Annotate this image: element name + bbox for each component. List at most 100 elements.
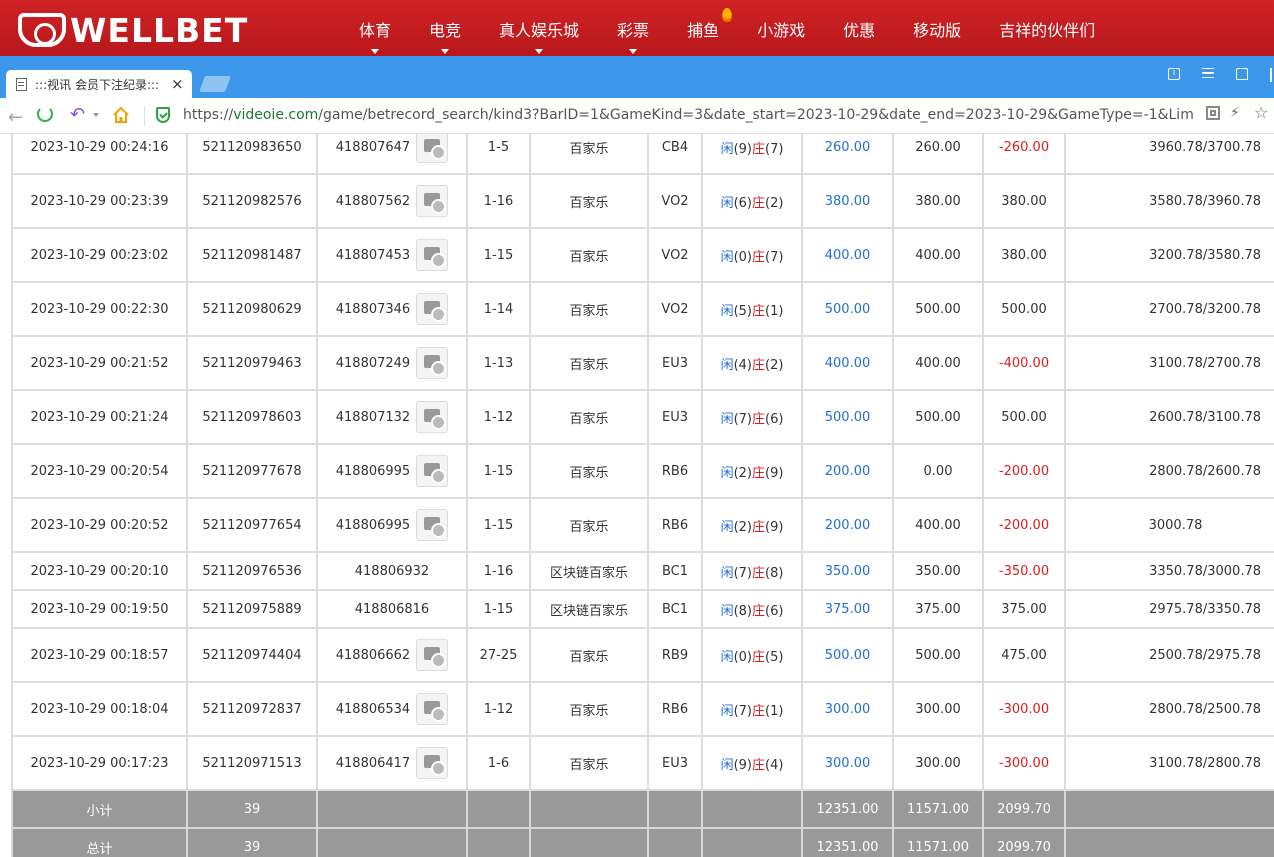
- game-type-cell: 百家乐: [529, 389, 649, 445]
- video-replay-icon[interactable]: [416, 293, 449, 325]
- secure-shield-icon[interactable]: [156, 107, 170, 123]
- caret-down-icon: [535, 49, 544, 54]
- table-row: 2023-10-29 00:17:23 521120971513 418806417…: [11, 735, 1274, 791]
- result-cell: 闲(2)庄(9): [701, 497, 803, 553]
- reload-icon[interactable]: [37, 106, 53, 122]
- summary-valid: 11571.00: [892, 827, 984, 857]
- nav-item-8[interactable]: 吉祥的伙伴们: [980, 0, 1114, 56]
- video-replay-icon[interactable]: [416, 239, 449, 271]
- game-type-cell: 百家乐: [529, 335, 649, 391]
- nav-item-label: 移动版: [913, 21, 962, 40]
- banker-label: 庄: [752, 195, 766, 211]
- banker-score: (7): [765, 249, 784, 265]
- video-replay-icon[interactable]: [416, 401, 449, 433]
- round-id-value: 418806417: [335, 755, 411, 771]
- browser-tab-active[interactable]: :::视讯 会员下注纪录::: ×: [6, 70, 192, 98]
- round-id-value: 418807453: [335, 247, 411, 263]
- win-loss-cell: 500.00: [982, 281, 1066, 337]
- nav-item-0[interactable]: 体育: [340, 0, 410, 56]
- round-id-cell: 418807562: [316, 173, 468, 229]
- summary-bet: 12351.00: [801, 789, 894, 829]
- back-arrow-icon[interactable]: ←: [8, 107, 24, 128]
- result-cell: 闲(9)庄(4): [701, 735, 803, 791]
- nav-item-label: 电竞: [429, 21, 462, 40]
- summary-empty-cell: [529, 789, 649, 829]
- win-loss-cell: -200.00: [982, 443, 1066, 499]
- player-score: (0): [733, 649, 752, 665]
- result-cell: 闲(7)庄(1): [701, 681, 803, 737]
- table-code-cell: EU3: [647, 389, 703, 445]
- new-tab-button[interactable]: [199, 76, 231, 92]
- bet-id-cell: 521120978603: [186, 389, 318, 445]
- address-bar-actions: ⚡ ☆: [1196, 103, 1269, 122]
- table-row: 2023-10-29 00:23:02 521120981487 418807453…: [11, 227, 1274, 283]
- video-replay-icon[interactable]: [416, 509, 449, 541]
- valid-bet-cell: 350.00: [892, 551, 984, 591]
- site-logo[interactable]: WELLBET: [18, 11, 248, 50]
- video-replay-icon[interactable]: [416, 747, 449, 779]
- nav-item-5[interactable]: 小游戏: [738, 0, 824, 56]
- table-code-cell: RB9: [647, 627, 703, 683]
- valid-bet-cell: 400.00: [892, 497, 984, 553]
- bookmark-star-icon[interactable]: ☆: [1254, 103, 1269, 122]
- nav-item-1[interactable]: 电竞: [410, 0, 480, 56]
- nav-item-3[interactable]: 彩票: [598, 0, 668, 56]
- undo-icon[interactable]: ↶: [70, 104, 86, 125]
- table-code-cell: VO2: [647, 227, 703, 283]
- home-icon[interactable]: [112, 106, 130, 124]
- bet-time-cell: 2023-10-29 00:20:54: [11, 443, 188, 499]
- table-code-cell: RB6: [647, 443, 703, 499]
- url-path: /game/betrecord_search/kind3?BarID=1&Gam…: [318, 107, 1193, 123]
- table-code-cell: BC1: [647, 551, 703, 591]
- valid-bet-cell: 500.00: [892, 627, 984, 683]
- lightning-icon[interactable]: ⚡: [1230, 105, 1240, 121]
- result-cell: 闲(4)庄(2): [701, 335, 803, 391]
- video-replay-icon[interactable]: [416, 134, 449, 163]
- valid-bet-cell: 260.00: [892, 134, 984, 175]
- bet-amount-cell: 200.00: [801, 497, 894, 553]
- result-cell: 闲(2)庄(9): [701, 443, 803, 499]
- menu-icon[interactable]: [1202, 68, 1214, 78]
- video-replay-icon[interactable]: [416, 347, 449, 379]
- tab-close-icon[interactable]: ×: [171, 75, 184, 93]
- bet-time-cell: 2023-10-29 00:23:02: [11, 227, 188, 283]
- player-score: (7): [733, 411, 752, 427]
- player-score: (4): [733, 357, 752, 373]
- nav-item-7[interactable]: 移动版: [894, 0, 980, 56]
- bet-amount-cell: 400.00: [801, 227, 894, 283]
- url-input[interactable]: https://videoie.com/game/betrecord_searc…: [183, 105, 1193, 125]
- banker-label: 庄: [752, 703, 766, 719]
- url-host: videoie.com: [233, 107, 319, 123]
- player-score: (0): [733, 249, 752, 265]
- summary-empty-cell: [647, 827, 703, 857]
- qr-code-icon[interactable]: [1206, 106, 1220, 120]
- table-row: 2023-10-29 00:20:52 521120977654 418806995…: [11, 497, 1274, 553]
- video-replay-icon[interactable]: [416, 455, 449, 487]
- flame-hot-icon: [722, 8, 733, 22]
- info-icon[interactable]: i: [1168, 68, 1180, 80]
- video-replay-icon[interactable]: [416, 639, 449, 671]
- bet-amount-cell: 300.00: [801, 681, 894, 737]
- table-code-cell: RB6: [647, 681, 703, 737]
- undo-dropdown-icon[interactable]: [93, 113, 99, 117]
- skin-icon[interactable]: [1236, 68, 1248, 80]
- video-replay-icon[interactable]: [416, 693, 449, 725]
- player-label: 闲: [720, 565, 734, 581]
- banker-label: 庄: [752, 519, 766, 535]
- video-replay-icon[interactable]: [416, 185, 449, 217]
- nav-item-4[interactable]: 捕鱼: [668, 0, 738, 56]
- player-score: (9): [733, 757, 752, 773]
- bet-time-cell: 2023-10-29 00:22:30: [11, 281, 188, 337]
- bet-record-table-container[interactable]: 2023-10-29 00:24:16 521120983650 418807647…: [0, 134, 1274, 857]
- table-code-cell: RB6: [647, 497, 703, 553]
- win-loss-cell: -400.00: [982, 335, 1066, 391]
- nav-item-6[interactable]: 优惠: [824, 0, 894, 56]
- round-id-cell: 418807346: [316, 281, 468, 337]
- round-id-wrap: 418806995: [319, 500, 465, 550]
- site-header: WELLBET 体育 电竞 真人娱乐城 彩票 捕鱼 小游戏 优惠 移动版 吉祥的伙伴们: [0, 0, 1274, 56]
- nav-item-2[interactable]: 真人娱乐城: [480, 0, 598, 56]
- result-cell: 闲(7)庄(8): [701, 551, 803, 591]
- bet-amount-cell: 300.00: [801, 735, 894, 791]
- player-label: 闲: [720, 195, 734, 211]
- game-type-cell: 百家乐: [529, 281, 649, 337]
